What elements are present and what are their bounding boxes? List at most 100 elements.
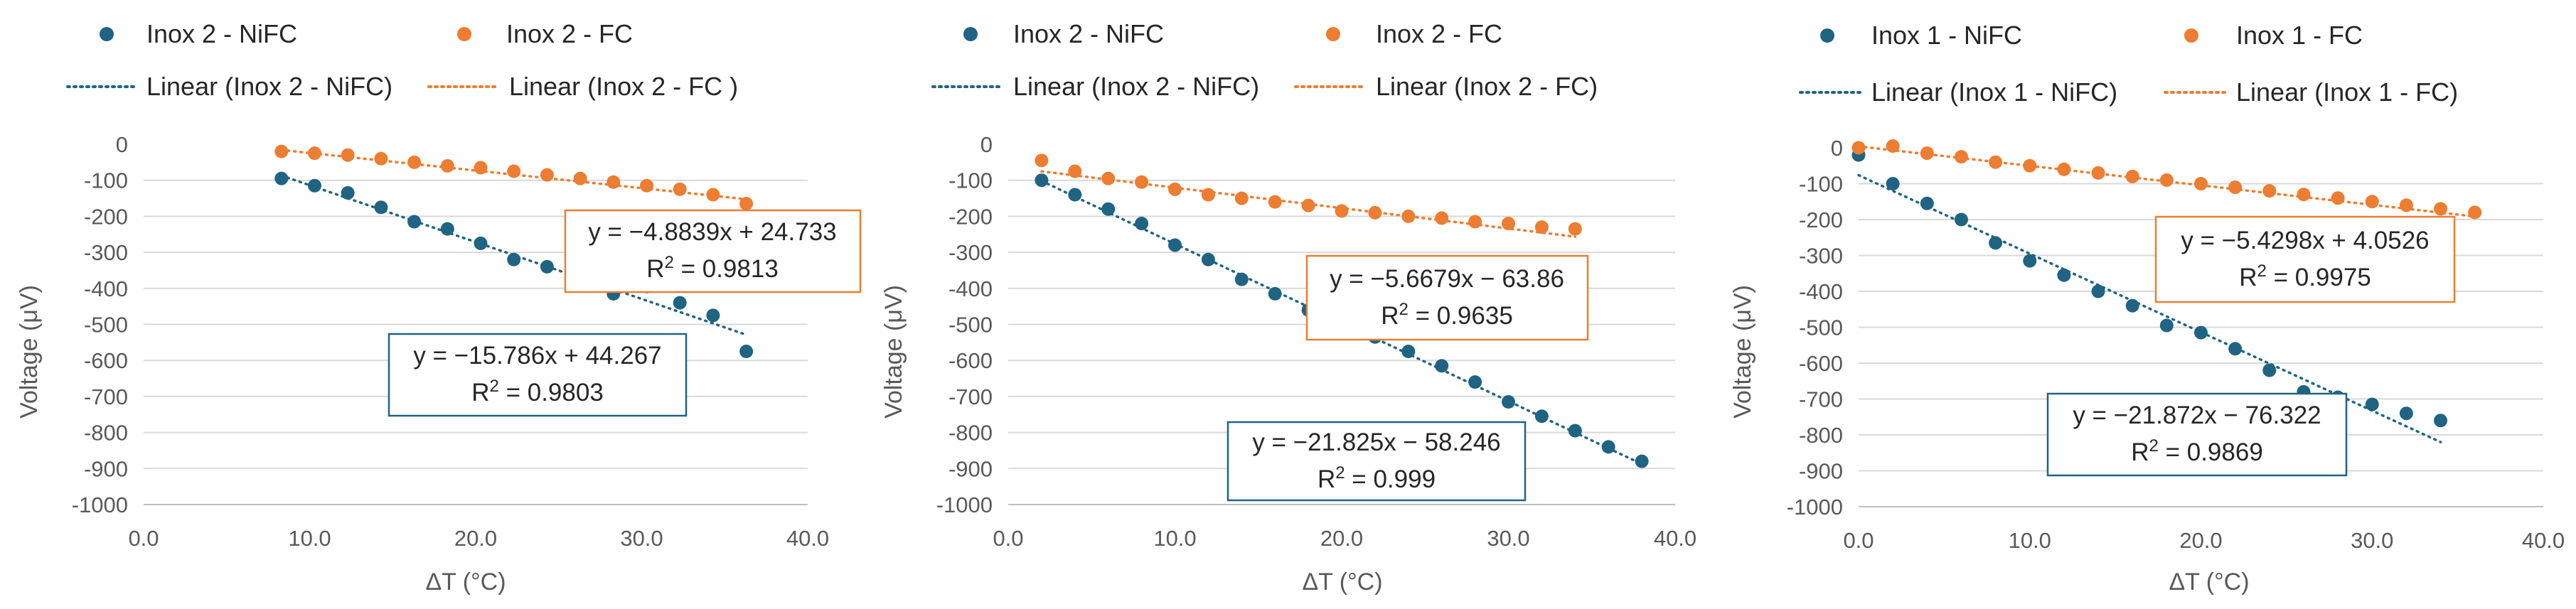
y-tick-label: -900 xyxy=(948,456,993,481)
data-point-nifc xyxy=(706,308,720,323)
equation-nifc: y = −21.872x − 76.322 xyxy=(2073,401,2321,429)
data-point-nifc xyxy=(1168,238,1182,252)
x-tick-labels: 0.0 10.0 20.0 30.0 40.0 xyxy=(128,526,829,551)
data-point-nifc xyxy=(1234,272,1249,286)
data-point-nifc xyxy=(274,171,289,185)
data-point-nifc xyxy=(2434,414,2448,428)
data-point-fc xyxy=(2331,191,2345,205)
data-point-fc xyxy=(673,182,687,196)
data-point-fc xyxy=(2057,162,2071,176)
data-point-fc xyxy=(1234,191,1249,205)
x-tick-label: 0.0 xyxy=(993,526,1023,551)
y-axis-title: Voltage (μV) xyxy=(16,285,43,419)
data-point-nifc xyxy=(2091,284,2105,298)
data-point-nifc xyxy=(1401,345,1416,359)
data-point-fc xyxy=(308,146,322,161)
x-tick-label: 30.0 xyxy=(1487,526,1529,551)
y-tick-label: -500 xyxy=(84,313,128,338)
equation-fc: y = −4.8839x + 24.733 xyxy=(588,218,836,246)
x-tick-label: 20.0 xyxy=(454,526,497,551)
data-point-fc xyxy=(1954,150,1968,164)
data-point-fc xyxy=(1301,198,1315,212)
equation-nifc: y = −21.825x − 58.246 xyxy=(1252,429,1500,456)
equation-box-fc: y = −5.4298x + 4.0526 R2 = 0.9975 xyxy=(2154,215,2456,303)
data-point-fc xyxy=(1201,188,1215,202)
y-tick-label: -1000 xyxy=(936,492,993,517)
y-tick-label: -700 xyxy=(948,384,993,409)
data-point-fc xyxy=(1368,205,1382,220)
data-point-fc xyxy=(2365,195,2379,209)
data-point-nifc xyxy=(507,252,521,266)
data-point-nifc xyxy=(1568,424,1582,438)
y-tick-label: -300 xyxy=(1799,244,1843,269)
y-tick-label: -800 xyxy=(84,421,128,446)
data-point-nifc xyxy=(1268,286,1282,301)
y-tick-labels: 0 -100 -200 -300 -400 -500 -600 -700 -800 -900 -10… xyxy=(936,132,993,517)
data-point-fc xyxy=(2228,180,2243,195)
data-point-fc xyxy=(2399,198,2413,212)
y-tick-label: -1000 xyxy=(1787,495,1843,519)
data-point-nifc xyxy=(1201,252,1215,266)
x-tick-label: 20.0 xyxy=(1320,526,1363,551)
y-tick-labels: 0 -100 -200 -300 -400 -500 -600 -700 -800 -900 -10… xyxy=(1787,136,1843,519)
y-tick-label: -100 xyxy=(1799,172,1843,197)
data-point-fc xyxy=(2468,205,2482,220)
data-point-fc xyxy=(2434,202,2448,216)
y-tick-label: -1000 xyxy=(72,492,128,517)
data-point-nifc xyxy=(1068,188,1082,202)
data-point-fc xyxy=(1135,175,1149,189)
data-point-fc xyxy=(2159,173,2174,187)
data-point-fc xyxy=(2194,177,2208,190)
legend-marker-nifc xyxy=(1820,28,1834,43)
y-tick-label: -200 xyxy=(1799,208,1843,232)
data-point-nifc xyxy=(474,236,488,250)
x-tick-label: 10.0 xyxy=(1153,526,1196,551)
data-point-fc xyxy=(1886,139,1900,153)
data-point-nifc xyxy=(2365,397,2379,411)
legend-label-nifc-linear: Linear (Inox 2 - NiFC) xyxy=(1013,72,1259,101)
data-point-nifc xyxy=(2057,268,2071,282)
y-tick-label: -200 xyxy=(948,204,993,229)
data-point-fc xyxy=(1435,211,1449,225)
legend: Inox 1 - NiFC Inox 1 - FC Linear (Inox 1… xyxy=(1799,21,2458,107)
data-point-fc xyxy=(2297,188,2311,202)
legend-label-fc: Inox 2 - FC xyxy=(506,19,633,48)
data-points xyxy=(274,144,754,359)
y-tick-label: -500 xyxy=(1799,316,1843,340)
data-point-fc xyxy=(573,171,587,185)
data-point-fc xyxy=(706,188,720,202)
equation-box-nifc: y = −15.786x + 44.267 R2 = 0.9803 xyxy=(388,333,688,417)
y-tick-label: 0 xyxy=(980,132,993,157)
x-tick-label: 30.0 xyxy=(620,526,663,551)
trendline-fc xyxy=(280,149,748,201)
legend-label-nifc: Inox 2 - NiFC xyxy=(1013,19,1164,48)
data-point-fc xyxy=(474,161,488,175)
y-axis-title: Voltage (μV) xyxy=(1729,285,1756,419)
x-tick-label: 0.0 xyxy=(1843,528,1874,553)
y-tick-label: -500 xyxy=(948,313,993,338)
equation-box-nifc: y = −21.872x − 76.322 R2 = 0.9869 xyxy=(2046,392,2348,477)
data-point-fc xyxy=(606,175,621,189)
equation-nifc: y = −15.786x + 44.267 xyxy=(413,342,661,370)
data-point-fc xyxy=(1101,171,1116,185)
data-point-fc xyxy=(1568,222,1582,236)
data-point-nifc xyxy=(2194,325,2208,340)
legend-label-nifc: Inox 2 - NiFC xyxy=(146,19,297,48)
data-point-fc xyxy=(1534,220,1549,235)
equation-fc: y = −5.4298x + 4.0526 xyxy=(2181,227,2429,254)
data-point-fc xyxy=(374,151,388,166)
y-tick-labels: 0 -100 -200 -300 -400 -500 -600 -700 -800 -900 -10… xyxy=(72,132,128,517)
y-tick-label: -800 xyxy=(948,421,993,446)
legend-label-nifc-linear: Linear (Inox 2 - NiFC) xyxy=(146,72,392,101)
y-tick-label: -700 xyxy=(84,384,128,409)
legend-label-nifc-linear: Linear (Inox 1 - NiFC) xyxy=(1871,77,2117,107)
y-tick-label: -200 xyxy=(84,204,128,229)
data-point-nifc xyxy=(2125,298,2139,313)
data-point-nifc xyxy=(1886,177,1900,190)
data-point-nifc xyxy=(308,178,322,193)
data-point-nifc xyxy=(1435,359,1449,373)
data-point-fc xyxy=(1851,141,1866,155)
y-tick-label: -700 xyxy=(1799,387,1843,412)
legend-label-nifc: Inox 1 - NiFC xyxy=(1871,21,2022,50)
legend-marker-nifc xyxy=(100,27,114,41)
